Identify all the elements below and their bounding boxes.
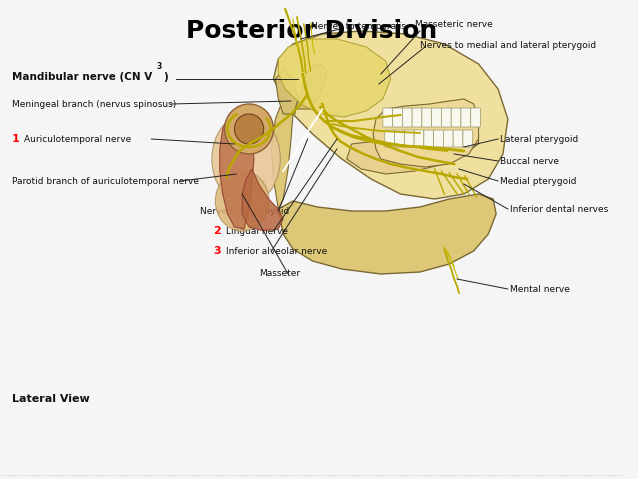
FancyBboxPatch shape	[403, 108, 412, 127]
Polygon shape	[219, 111, 254, 229]
Text: Lateral View: Lateral View	[11, 394, 89, 404]
Text: Lateral pterygoid: Lateral pterygoid	[500, 135, 578, 144]
Circle shape	[225, 104, 274, 154]
Text: Masseteric nerve: Masseteric nerve	[415, 20, 493, 29]
FancyBboxPatch shape	[422, 108, 432, 127]
Ellipse shape	[216, 171, 269, 231]
Text: Medial pterygoid: Medial pterygoid	[500, 176, 577, 185]
Polygon shape	[346, 129, 478, 174]
Polygon shape	[278, 194, 496, 274]
Text: ): )	[163, 72, 168, 82]
Polygon shape	[276, 69, 298, 114]
Text: 2: 2	[213, 226, 221, 236]
FancyBboxPatch shape	[394, 130, 404, 147]
Text: Inferior alveolar nerve: Inferior alveolar nerve	[226, 247, 327, 255]
FancyBboxPatch shape	[412, 108, 422, 127]
Text: Inferior dental nerves: Inferior dental nerves	[510, 205, 608, 214]
Polygon shape	[242, 169, 283, 231]
FancyBboxPatch shape	[461, 108, 471, 127]
Text: Mental nerve: Mental nerve	[510, 285, 570, 294]
Polygon shape	[272, 99, 293, 209]
Text: 3: 3	[213, 246, 221, 256]
FancyBboxPatch shape	[414, 130, 424, 147]
FancyBboxPatch shape	[441, 108, 451, 127]
Circle shape	[234, 114, 263, 144]
Polygon shape	[373, 99, 478, 167]
Polygon shape	[295, 64, 327, 109]
Ellipse shape	[212, 114, 280, 204]
FancyBboxPatch shape	[385, 130, 394, 147]
FancyBboxPatch shape	[392, 108, 403, 127]
FancyBboxPatch shape	[463, 130, 473, 147]
FancyBboxPatch shape	[432, 108, 441, 127]
FancyBboxPatch shape	[453, 130, 463, 147]
Text: Auriculotemporal nerve: Auriculotemporal nerve	[24, 135, 131, 144]
Text: 1: 1	[11, 134, 20, 144]
Text: 3: 3	[156, 62, 161, 71]
FancyBboxPatch shape	[471, 108, 480, 127]
FancyBboxPatch shape	[451, 108, 461, 127]
Polygon shape	[274, 31, 508, 199]
Polygon shape	[278, 39, 390, 117]
Text: Masseter: Masseter	[259, 270, 300, 278]
Text: Nerves to temporalis: Nerves to temporalis	[311, 22, 406, 31]
FancyBboxPatch shape	[434, 130, 443, 147]
Text: Posterior Division: Posterior Division	[186, 19, 437, 43]
Text: Nerves to medial and lateral pterygoid: Nerves to medial and lateral pterygoid	[420, 41, 596, 49]
Text: Meningeal branch (nervus spinosus): Meningeal branch (nervus spinosus)	[11, 100, 176, 109]
Text: Parotid branch of auriculotemporal nerve: Parotid branch of auriculotemporal nerve	[11, 176, 198, 185]
Text: Lingual nerve: Lingual nerve	[226, 227, 288, 236]
FancyBboxPatch shape	[404, 130, 414, 147]
Text: Nerve to mylohyoid: Nerve to mylohyoid	[200, 206, 290, 216]
FancyBboxPatch shape	[383, 108, 392, 127]
FancyBboxPatch shape	[424, 130, 434, 147]
Text: Buccal nerve: Buccal nerve	[500, 157, 559, 166]
Text: Mandibular nerve (CN V: Mandibular nerve (CN V	[11, 72, 152, 82]
FancyBboxPatch shape	[443, 130, 453, 147]
